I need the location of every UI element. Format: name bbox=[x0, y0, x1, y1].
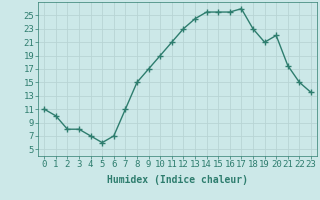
X-axis label: Humidex (Indice chaleur): Humidex (Indice chaleur) bbox=[107, 175, 248, 185]
